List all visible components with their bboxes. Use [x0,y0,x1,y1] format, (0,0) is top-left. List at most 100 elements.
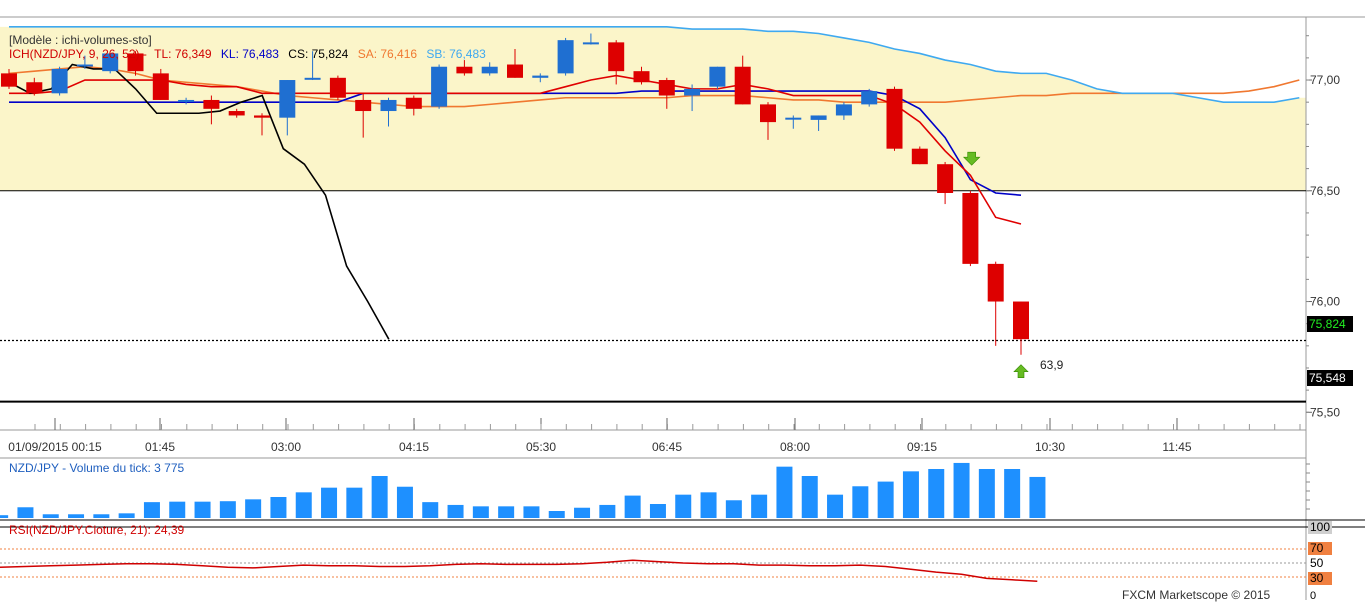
rsi-title: RSI(NZD/JPY.Cloture, 21): 24,39 [9,523,185,537]
candle-body [658,80,675,96]
volume-bar [219,501,236,518]
candle-body [481,66,498,74]
volume-bar [118,513,135,518]
time-tick-label: 05:30 [526,440,556,454]
rsi-line [0,559,1038,582]
support-level-badge: 75,548 [1307,370,1353,386]
volume-bar [93,514,110,518]
candle-body [557,40,574,74]
volume-bar [700,492,717,518]
copyright: FXCM Marketscope © 2015 [1122,588,1271,602]
candle-body [608,42,625,72]
candle-body [51,68,68,94]
volume-bar [1004,469,1021,518]
senkou-b-line [9,26,1300,103]
rsi-level-70: 70 [1308,542,1332,555]
candle-body [835,104,852,116]
volume-bar [447,504,464,518]
volume-bar [1029,476,1046,518]
time-tick-label: 01:45 [145,440,175,454]
candle-body [507,64,523,78]
volume-bar [902,471,919,518]
candle-body [582,42,599,45]
volume-bar [17,507,34,518]
volume-bar [776,466,793,518]
candle-body [178,99,195,102]
ichimoku-legend: ICH(NZD/JPY, 9, 26, 52) - TL: 76,349 KL:… [9,47,486,61]
volume-bar [725,500,742,518]
volume-bar [270,497,287,518]
tenkan-sen-line [9,74,1022,225]
volume-bar [396,486,413,518]
candle-body [861,91,878,105]
candle-body [304,77,321,80]
volume-bar [852,486,869,518]
price-tick-label: 76,50 [1310,184,1340,198]
candle-body [760,104,776,123]
rsi-level-30: 30 [1308,572,1332,585]
candle-body [405,97,422,109]
price-tick-label: 77,00 [1310,73,1340,87]
candle-body [102,53,119,72]
ichimoku-cloud [0,26,1306,191]
candle-body [1,73,17,87]
volume-bar [194,501,211,518]
volume-bar [599,504,616,518]
candle-body [26,82,43,94]
volume-bar [0,515,9,518]
volume-bar [548,511,565,518]
time-tick-label: 11:45 [1162,440,1191,454]
volume-bar [877,481,894,518]
senkou-a-legend: SA: 76,416 [357,47,418,61]
volume-bar [245,499,262,518]
chikou-legend: CS: 75,824 [288,47,349,61]
volume-bar [169,501,186,518]
candle-body [911,148,928,165]
model-label: [Modèle : ichi-volumes-sto] [9,33,152,47]
rsi-level-100: 100 [1308,520,1332,534]
candle-body [431,66,448,107]
time-tick-label: 01/09/2015 00:15 [8,440,102,454]
rsi-level-0: 0 [1310,590,1317,602]
volume-bar [498,506,515,518]
candle-body [937,164,954,193]
rsi-level-50: 50 [1310,556,1324,570]
volume-bar [624,495,641,518]
volume-bar [801,476,818,518]
candle-body [329,77,346,98]
candle-body [709,66,726,87]
candle-body [380,99,397,112]
candle-body [127,53,144,72]
volume-bar [295,492,312,518]
current-price-badge: 75,824 [1307,316,1353,332]
time-tick-label: 03:00 [271,440,301,454]
volume-bar [928,469,945,518]
volume-bar [953,462,970,518]
volume-bar [675,494,692,518]
volume-bar [751,494,768,518]
senkou-b-legend: SB: 76,483 [426,47,486,61]
candle-body [456,66,473,74]
time-tick-label: 06:45 [652,440,682,454]
kijun-legend: KL: 76,483 [220,47,279,61]
candle-body [228,111,245,116]
candle-body [76,64,93,67]
candle-body [152,73,169,100]
candle-body [987,263,1004,302]
sell-arrow-icon [962,151,981,166]
volume-title: NZD/JPY - Volume du tick: 3 775 [9,461,185,475]
volume-bar [827,494,844,518]
candle-body [734,66,751,105]
buy-arrow-icon [1013,364,1029,378]
candle-body [785,117,802,120]
candle-body [886,88,903,149]
price-tick-label: 75,50 [1310,405,1340,419]
volume-bar [523,506,540,518]
volume-bar [422,502,439,518]
volume-bar [321,487,338,518]
volume-bar [68,514,85,518]
candle-body [633,71,650,83]
volume-bar [649,504,666,518]
